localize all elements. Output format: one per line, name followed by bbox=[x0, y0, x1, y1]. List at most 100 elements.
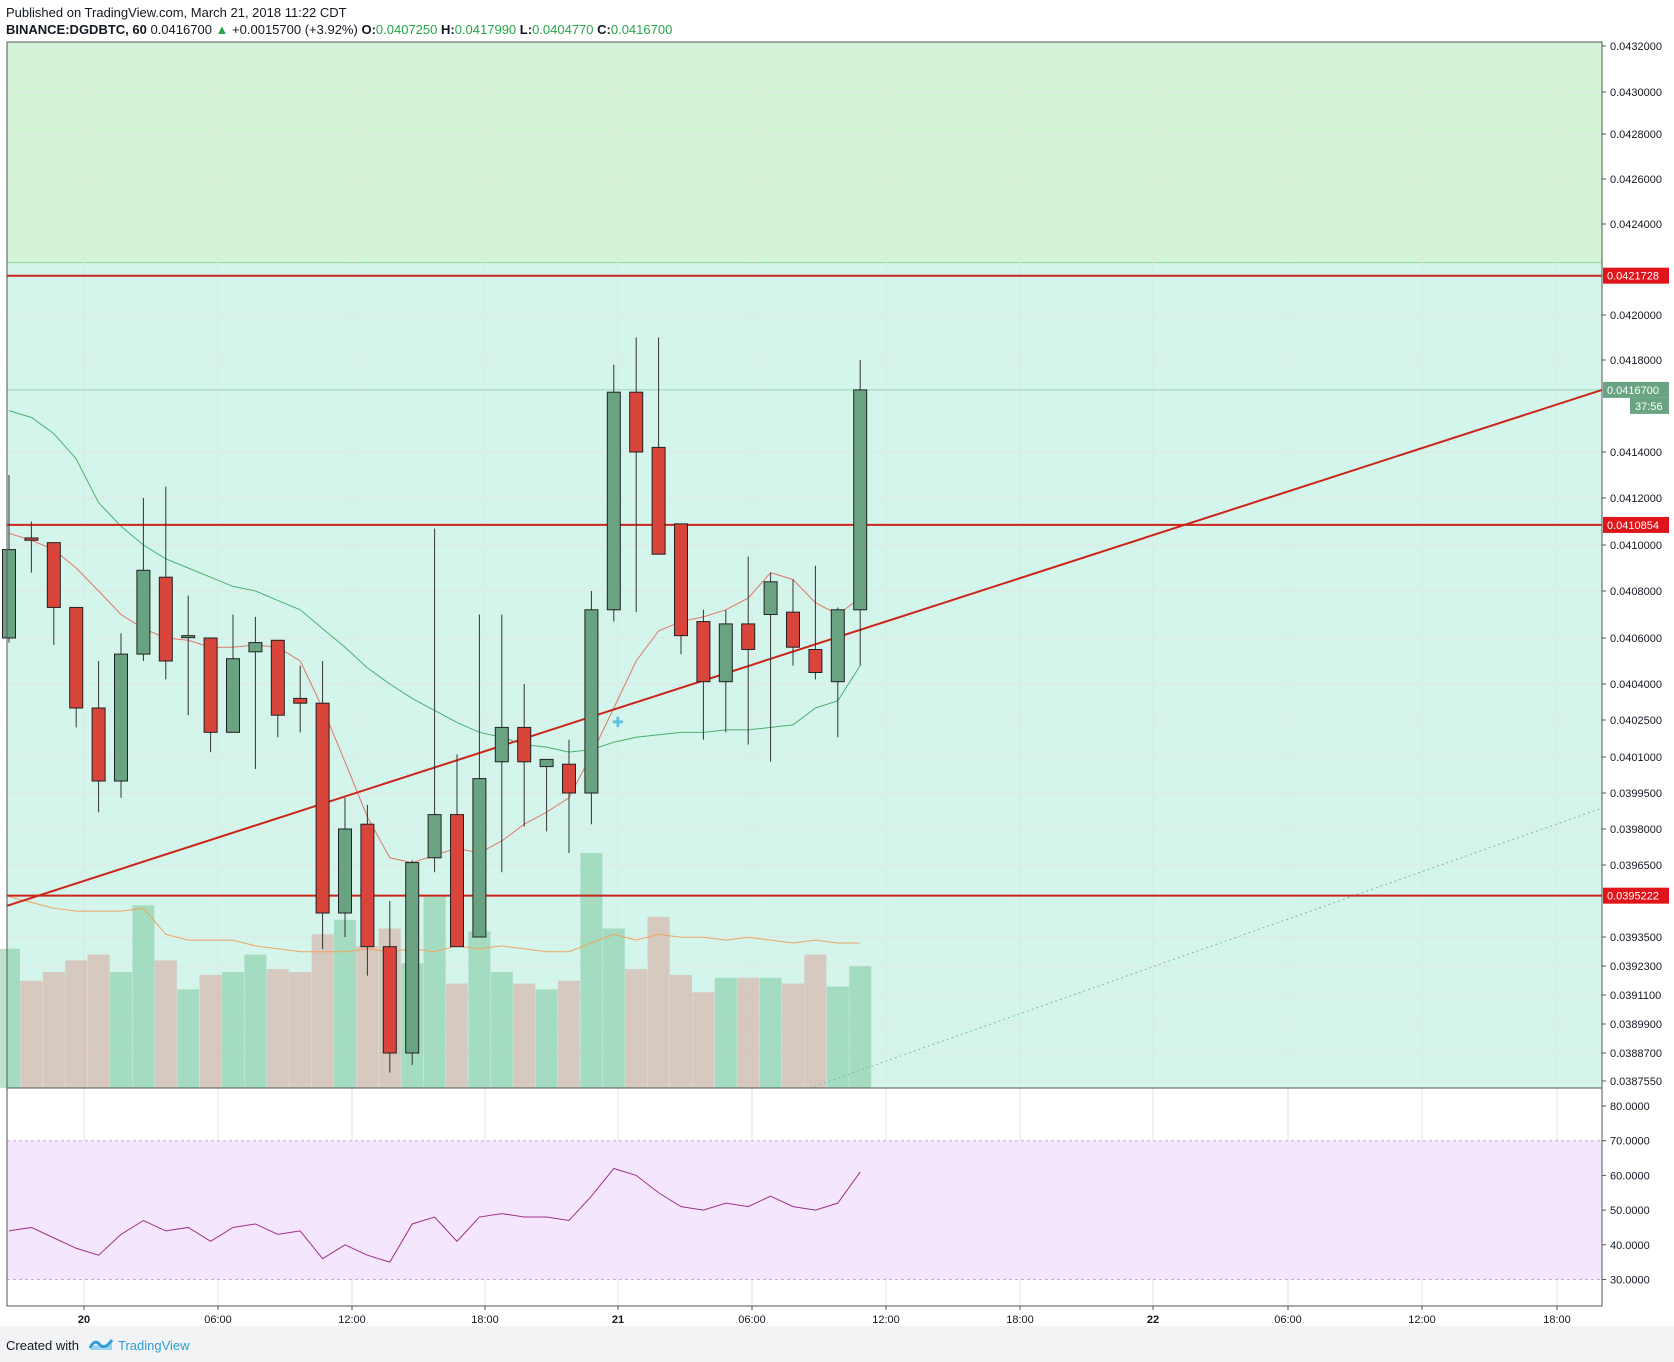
candle-body bbox=[786, 611, 800, 648]
volume-bar bbox=[714, 977, 737, 1088]
volume-bar bbox=[804, 954, 827, 1088]
candle-body bbox=[539, 758, 554, 768]
price-axis-label: 0.0414000 bbox=[1610, 447, 1662, 459]
price-axis-label: 0.0404000 bbox=[1610, 679, 1662, 691]
level-tag bbox=[1603, 887, 1669, 904]
candle-body bbox=[472, 778, 487, 938]
volume-bar bbox=[602, 928, 625, 1088]
volume-bar bbox=[0, 948, 20, 1088]
price-axis-label: 0.0396500 bbox=[1610, 860, 1662, 872]
volume-bar bbox=[356, 945, 379, 1088]
price-axis-label: 0.0393500 bbox=[1610, 932, 1662, 944]
candle bbox=[405, 860, 420, 1066]
candle-body bbox=[494, 726, 509, 763]
candle bbox=[91, 661, 106, 813]
footer: Created with TradingView bbox=[0, 1326, 1674, 1362]
tradingview-brand[interactable]: TradingView bbox=[118, 1338, 190, 1353]
rsi-band bbox=[7, 1140, 1602, 1280]
candle-body bbox=[181, 635, 196, 639]
time-axis-label: 20 bbox=[78, 1314, 90, 1326]
time-axis-label: 18:00 bbox=[471, 1314, 499, 1326]
change-value: +0.0015700 (+3.92%) bbox=[232, 22, 358, 37]
time-axis-label: 06:00 bbox=[1274, 1314, 1302, 1326]
candle bbox=[853, 360, 868, 666]
chart-header: Published on TradingView.com, March 21, … bbox=[6, 4, 672, 38]
candle bbox=[741, 556, 756, 745]
volume-bar bbox=[446, 983, 468, 1088]
candle bbox=[114, 633, 128, 798]
level-tag-label: 0.0395222 bbox=[1607, 891, 1659, 903]
open-value: 0.0407250 bbox=[375, 22, 438, 37]
chart-canvas[interactable]: ✚ 80.0000 70.0000 60.0000 50.0000 40.0000 30.0… bbox=[0, 0, 1674, 1326]
candle-body bbox=[584, 609, 599, 794]
volume-bar bbox=[199, 974, 222, 1088]
volume-bar bbox=[558, 980, 580, 1088]
candle bbox=[181, 595, 196, 716]
high-value: 0.0417990 bbox=[454, 22, 517, 37]
candle-body bbox=[718, 623, 733, 683]
ohlc-line: BINANCE:DGDBTC, 60 0.0416700 ▲ +0.001570… bbox=[6, 21, 672, 38]
rsi-axis-label: 80.0000 bbox=[1610, 1101, 1650, 1113]
volume-bar bbox=[65, 960, 88, 1088]
rsi-axis-label: 50.0000 bbox=[1610, 1205, 1650, 1217]
candle-body bbox=[450, 814, 464, 948]
rsi-line bbox=[8, 1167, 861, 1263]
volume-bar bbox=[289, 972, 312, 1088]
price-axis-label: 0.0420000 bbox=[1610, 310, 1662, 322]
volume-bar bbox=[737, 977, 760, 1088]
level-tag bbox=[1603, 516, 1669, 533]
candle-body bbox=[114, 653, 128, 782]
candle-body bbox=[203, 637, 218, 733]
volume-bar bbox=[513, 983, 536, 1088]
candle-body bbox=[853, 389, 868, 611]
volume-bar bbox=[20, 980, 43, 1088]
price-axis-label: 0.0389900 bbox=[1610, 1019, 1662, 1031]
volume-bar bbox=[535, 989, 558, 1088]
candle bbox=[651, 337, 666, 555]
candle bbox=[674, 523, 688, 655]
price-axis-label: 0.0392300 bbox=[1610, 961, 1662, 973]
volume-ma-line bbox=[8, 896, 861, 953]
volume-bar bbox=[87, 954, 110, 1088]
candle bbox=[136, 498, 151, 661]
candle-body bbox=[651, 446, 666, 555]
volume-bar bbox=[580, 853, 603, 1088]
candle bbox=[203, 637, 218, 753]
volume-bar bbox=[177, 989, 200, 1088]
candle bbox=[629, 337, 644, 613]
price-axis-label: 0.0388700 bbox=[1610, 1048, 1662, 1060]
low-label: L: bbox=[519, 22, 533, 37]
candle-body bbox=[562, 763, 576, 794]
volume-bar bbox=[692, 992, 715, 1088]
candle-body bbox=[830, 609, 845, 683]
candle bbox=[763, 572, 778, 762]
open-label: O: bbox=[361, 22, 376, 37]
price-axis-label: 0.0428000 bbox=[1610, 129, 1662, 141]
time-axis-label: 12:00 bbox=[338, 1314, 366, 1326]
candle bbox=[718, 609, 733, 733]
candle bbox=[315, 661, 330, 950]
volume-bar bbox=[423, 896, 446, 1088]
up-arrow-icon: ▲ bbox=[215, 22, 229, 37]
price-axis-label: 0.0418000 bbox=[1610, 355, 1662, 367]
level-tag-label: 0.0421728 bbox=[1607, 271, 1659, 283]
time-axis-label: 18:00 bbox=[1543, 1314, 1571, 1326]
candle-body bbox=[136, 569, 151, 655]
candle bbox=[472, 614, 487, 938]
price-axis-label: 0.0402500 bbox=[1610, 715, 1662, 727]
price-axis-label: 0.0430000 bbox=[1610, 87, 1662, 99]
price-axis-label: 0.0432000 bbox=[1610, 41, 1662, 53]
candle-body bbox=[741, 623, 756, 651]
candle bbox=[808, 565, 823, 680]
level-tag bbox=[1603, 267, 1669, 284]
volume-bar bbox=[782, 983, 804, 1088]
price-axis-label: 0.0399500 bbox=[1610, 788, 1662, 800]
candle bbox=[427, 528, 442, 873]
candle bbox=[360, 805, 375, 976]
time-axis-label: 12:00 bbox=[1408, 1314, 1436, 1326]
time-axis-label: 06:00 bbox=[738, 1314, 766, 1326]
candle bbox=[539, 758, 554, 832]
rsi-axis-label: 70.0000 bbox=[1610, 1136, 1650, 1148]
volume-bar bbox=[154, 960, 177, 1088]
volume-bar bbox=[222, 972, 244, 1088]
